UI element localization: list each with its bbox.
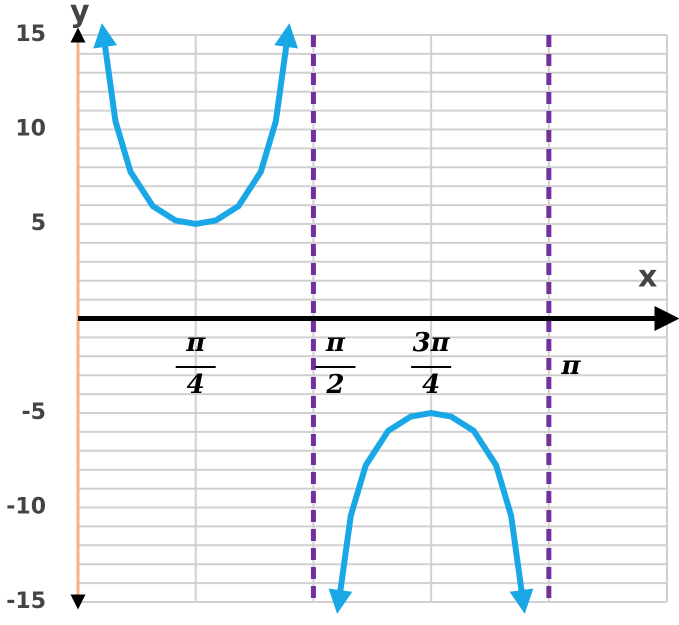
x-tick-label: π [560, 351, 581, 381]
x-axis-label: x [638, 260, 657, 295]
grid [78, 34, 668, 603]
y-tick-label: -5 [22, 400, 46, 425]
x-tick-label: 3π 4 [413, 328, 451, 400]
y-tick-label: -10 [6, 495, 46, 520]
curve [93, 23, 299, 228]
curve [328, 409, 534, 614]
y-tick-label: 10 [15, 117, 46, 142]
plot: π 4 π 2 3π 4 π [70, 23, 679, 614]
y-axis-label: y [70, 0, 90, 30]
y-tick-label: 5 [31, 211, 46, 236]
y-tick-label: -15 [6, 589, 46, 614]
y-tick-label: 15 [15, 22, 46, 47]
